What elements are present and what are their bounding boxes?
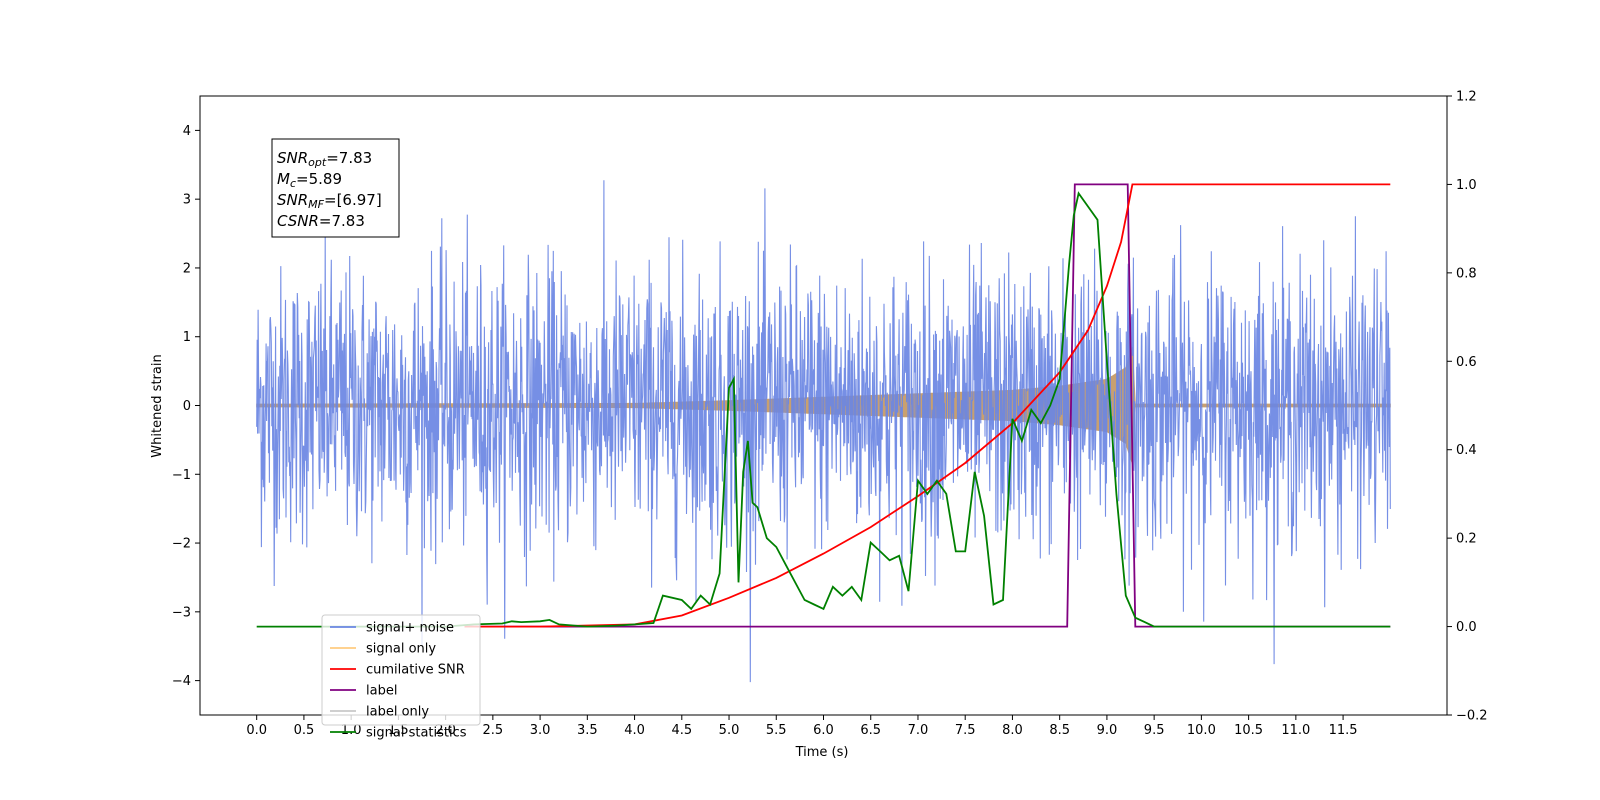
legend-label: signal+ noise <box>366 621 454 636</box>
y-tick-label: −4 <box>172 674 191 689</box>
y2-axis-ticks: −0.2 0.0 0.2 0.4 0.6 0.8 1.0 1.2 <box>1447 90 1488 724</box>
y-tick-label: 2 <box>183 261 191 276</box>
legend-label: signal statistics <box>366 726 467 741</box>
y-tick-label: 4 <box>183 124 191 139</box>
x-tick-label: 11.0 <box>1281 723 1310 738</box>
y-tick-label: 1 <box>183 330 191 345</box>
y-tick-label: −3 <box>172 605 191 620</box>
x-tick-label: 2.0 <box>435 723 456 738</box>
x-tick-label: 5.0 <box>719 723 740 738</box>
y2-tick-label: 0.4 <box>1456 443 1477 458</box>
x-tick-label: 6.5 <box>860 723 881 738</box>
y2-tick-label: 0.8 <box>1456 266 1477 281</box>
stats-line: CSNR=7.83 <box>277 212 365 230</box>
x-tick-label: 10.5 <box>1234 723 1263 738</box>
series-signal-noise <box>256 180 1391 683</box>
y2-tick-label: 0.2 <box>1456 532 1477 547</box>
legend-label: label only <box>366 705 429 720</box>
x-tick-label: 7.0 <box>908 723 929 738</box>
x-tick-label: 6.0 <box>813 723 834 738</box>
x-tick-label: 5.5 <box>766 723 787 738</box>
y2-tick-label: 0.6 <box>1456 355 1477 370</box>
x-tick-label: 11.5 <box>1329 723 1358 738</box>
x-tick-label: 9.5 <box>1144 723 1165 738</box>
x-tick-label: 1.5 <box>388 723 409 738</box>
x-axis-label: Time (s) <box>795 745 849 760</box>
x-tick-label: 0.5 <box>294 723 315 738</box>
stats-line: SNRopt=7.83 <box>277 149 372 169</box>
stats-line: SNRMF=[6.97] <box>277 191 382 211</box>
stats-box-frame <box>271 138 400 238</box>
y2-tick-label: 1.2 <box>1456 90 1477 105</box>
x-tick-label: 3.5 <box>577 723 598 738</box>
x-tick-label: 8.0 <box>1002 723 1023 738</box>
series-lines-layer <box>256 183 1391 628</box>
legend-label: cumilative SNR <box>366 663 465 678</box>
y-tick-label: 3 <box>183 193 191 208</box>
x-tick-label: 8.5 <box>1049 723 1070 738</box>
series-cumilative-snr <box>464 183 1391 628</box>
x-tick-label: 0.0 <box>246 723 267 738</box>
x-tick-label: 2.5 <box>483 723 504 738</box>
x-tick-label: 4.0 <box>624 723 645 738</box>
x-tick-label: 1.0 <box>341 723 362 738</box>
x-tick-label: 7.5 <box>955 723 976 738</box>
x-tick-label: 3.0 <box>530 723 551 738</box>
y-axis-ticks: −4 −3 −2 −1 0 1 2 3 4 <box>172 124 200 689</box>
y2-tick-label: 0.0 <box>1456 620 1477 635</box>
legend-label: label <box>366 684 397 699</box>
y-tick-label: −2 <box>172 537 191 552</box>
x-tick-label: 4.5 <box>671 723 692 738</box>
x-tick-label: 9.0 <box>1097 723 1118 738</box>
y-tick-label: −1 <box>172 468 191 483</box>
x-axis-ticks: 0.0 0.5 1.0 1.5 2.0 2.5 3.0 3.5 4.0 4.5 5.0 5.5 6.0 6… <box>246 715 1358 738</box>
legend-label: signal only <box>366 642 436 657</box>
stats-line: Mc=5.89 <box>277 170 342 190</box>
series-signal-statistics <box>256 191 1391 628</box>
x-tick-label: 10.0 <box>1187 723 1216 738</box>
y2-tick-label: −0.2 <box>1456 709 1488 724</box>
y-tick-label: 0 <box>183 399 191 414</box>
legend: signal+ noise signal only cumilative SNR la… <box>321 614 481 741</box>
legend-frame <box>321 614 481 726</box>
y2-tick-label: 1.0 <box>1456 178 1477 193</box>
y-axis-label: Whitened strain <box>150 354 165 457</box>
signal-noise-layer <box>256 180 1391 683</box>
